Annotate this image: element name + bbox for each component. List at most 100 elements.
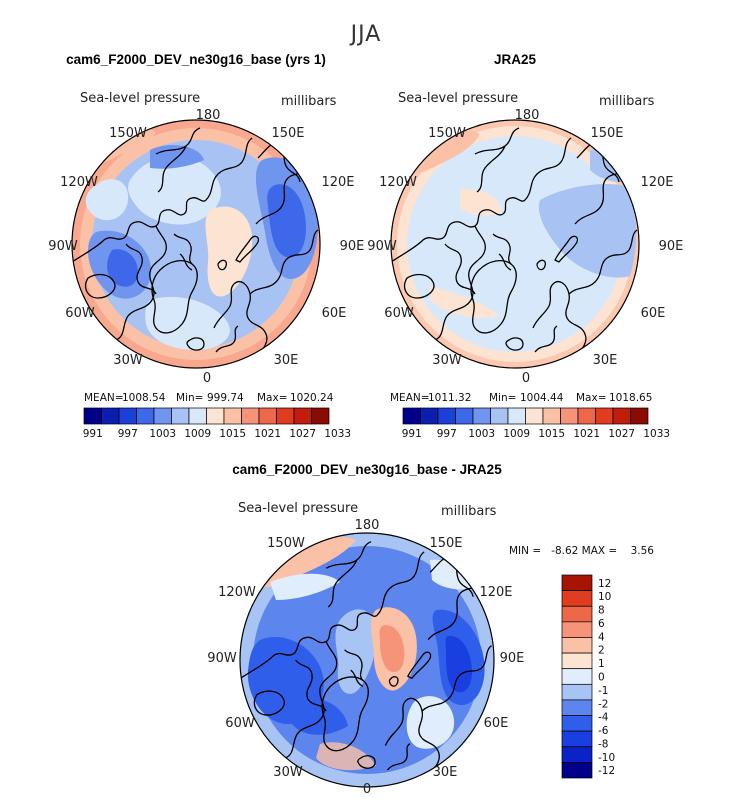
panel-obs: JRA25 Sea-level pressure millibars 180 1… (367, 52, 683, 440)
panel-model-map (72, 120, 320, 368)
model-colorbar-swatch (136, 407, 155, 425)
lon-label-150w: 150W (109, 126, 147, 141)
panel-diff-title: cam6_F2000_DEV_ne30g16_base - JRA25 (232, 462, 502, 477)
stat-max-label: Max= (576, 392, 607, 404)
model-colorbar-tick-label: 1021 (254, 428, 281, 440)
lon-label-150w: 150W (267, 536, 305, 551)
model-colorbar-swatch (311, 407, 330, 425)
obs-colorbar-swatch (525, 407, 544, 425)
panel-diff: cam6_F2000_DEV_ne30g16_base - JRA25 Sea-… (207, 462, 654, 797)
stat-max-value: 1018.65 (609, 392, 652, 404)
stat-min-value: 1004.44 (520, 392, 564, 404)
diff-colorbar-tick-label: -4 (598, 712, 609, 724)
season-title: JJA (349, 22, 382, 47)
panel-model-stats: MEAN= 1008.54 Min= 999.74 Max= 1020.24 (84, 392, 334, 404)
diff-colorbar-swatch (561, 621, 593, 638)
lon-label-120e: 120E (321, 175, 354, 190)
panel-obs-units: millibars (599, 94, 655, 109)
diff-colorbar-tick-label: -6 (598, 725, 609, 737)
lon-label-60w: 60W (65, 306, 95, 321)
diff-colorbar-swatch (561, 605, 593, 623)
diff-colorbar-tick-label: -12 (598, 765, 615, 777)
panel-obs-stats: MEAN= 1011.32 Min= 1004.44 Max= 1018.65 (390, 392, 652, 404)
diff-colorbar-swatch (561, 652, 593, 670)
panel-model-units: millibars (281, 94, 337, 109)
obs-colorbar-swatch (612, 407, 631, 425)
model-colorbar-tick-label: 1027 (289, 428, 316, 440)
stat-max-value: 1020.24 (290, 392, 334, 404)
diff-colorbar-tick-label: 6 (598, 618, 605, 630)
lon-label-0: 0 (203, 371, 211, 386)
lon-label-30w: 30W (113, 353, 143, 368)
model-colorbar-swatch (223, 407, 242, 425)
stat-mean-value: 1011.32 (428, 392, 471, 404)
obs-colorbar-tick-label: 997 (437, 428, 457, 440)
model-colorbar-tick-label: 1003 (149, 428, 176, 440)
lon-label-120w: 120W (218, 585, 256, 600)
lon-label-30e: 30E (274, 353, 299, 368)
lon-label-90e: 90E (340, 239, 365, 254)
lon-label-0: 0 (522, 371, 530, 386)
obs-colorbar-tick-label: 1003 (468, 428, 495, 440)
model-colorbar-swatch (258, 407, 277, 425)
lon-label-120w: 120W (60, 175, 98, 190)
stat-mean-value: 1008.54 (122, 392, 166, 404)
stat-max-label: Max= (257, 392, 288, 404)
lon-label-30e: 30E (433, 765, 458, 780)
obs-colorbar-tick-label: 1033 (643, 428, 670, 440)
obs-colorbar-swatch (577, 407, 596, 425)
model-colorbar-swatch (153, 407, 172, 425)
obs-colorbar-swatch (420, 407, 439, 425)
panel-obs-map-boundary (390, 119, 640, 369)
model-colorbar-swatch (241, 407, 260, 425)
lon-label-120w: 120W (379, 175, 417, 190)
diff-colorbar-tick-label: 8 (598, 605, 605, 617)
lon-label-90e: 90E (500, 651, 525, 666)
diff-colorbar-tick-label: -10 (598, 752, 615, 764)
stat-min-label: Min= (176, 392, 203, 404)
lon-label-0: 0 (363, 782, 371, 797)
model-colorbar-tick-label: 997 (118, 428, 138, 440)
lon-label-90w: 90W (207, 651, 237, 666)
lon-label-180: 180 (515, 108, 540, 123)
model-colorbar-swatch (171, 407, 190, 425)
model-colorbar-tick-label: 991 (83, 428, 103, 440)
panel-diff-units: millibars (441, 504, 497, 519)
obs-colorbar-swatch (630, 407, 649, 425)
diff-colorbar-tick-label: 10 (598, 591, 611, 603)
diff-colorbar-swatch (561, 683, 593, 701)
obs-colorbar-tick-label: 1027 (608, 428, 635, 440)
panel-model-title: cam6_F2000_DEV_ne30g16_base (yrs 1) (66, 52, 326, 67)
diff-colorbar-swatch (561, 762, 593, 779)
diff-colorbar-swatch (561, 590, 593, 607)
model-colorbar-swatch (101, 407, 120, 425)
diff-colorbar-swatch (561, 574, 593, 591)
stat-min-value: 999.74 (207, 392, 244, 404)
model-colorbar-tick-label: 1015 (219, 428, 246, 440)
obs-colorbar-tick-label: 1009 (503, 428, 530, 440)
diff-colorbar-tick-label: 4 (598, 631, 605, 643)
diff-colorbar-swatch (561, 637, 593, 654)
diff-colorbar-tick-label: -2 (598, 698, 608, 710)
lon-label-60e: 60E (484, 716, 509, 731)
diff-colorbar-swatch (561, 715, 593, 732)
obs-colorbar-swatch (402, 407, 421, 425)
lon-label-150e: 150E (271, 126, 304, 141)
lon-label-60e: 60E (641, 306, 666, 321)
lon-label-60w: 60W (384, 306, 414, 321)
lon-label-180: 180 (355, 518, 380, 533)
panel-diff-field-label: Sea-level pressure (238, 501, 358, 516)
obs-colorbar-swatch (560, 407, 579, 425)
model-colorbar-swatch (206, 407, 225, 425)
diff-colorbar-swatch (561, 730, 593, 748)
panel-obs-title: JRA25 (494, 52, 537, 67)
lon-label-90e: 90E (659, 239, 684, 254)
stat-mean-label: MEAN= (84, 392, 124, 404)
diff-colorbar-tick-label: 12 (598, 578, 611, 590)
model-colorbar-swatch (293, 407, 312, 425)
lon-label-90w: 90W (367, 239, 397, 254)
lon-label-120e: 120E (479, 585, 512, 600)
lon-label-60e: 60E (322, 306, 347, 321)
